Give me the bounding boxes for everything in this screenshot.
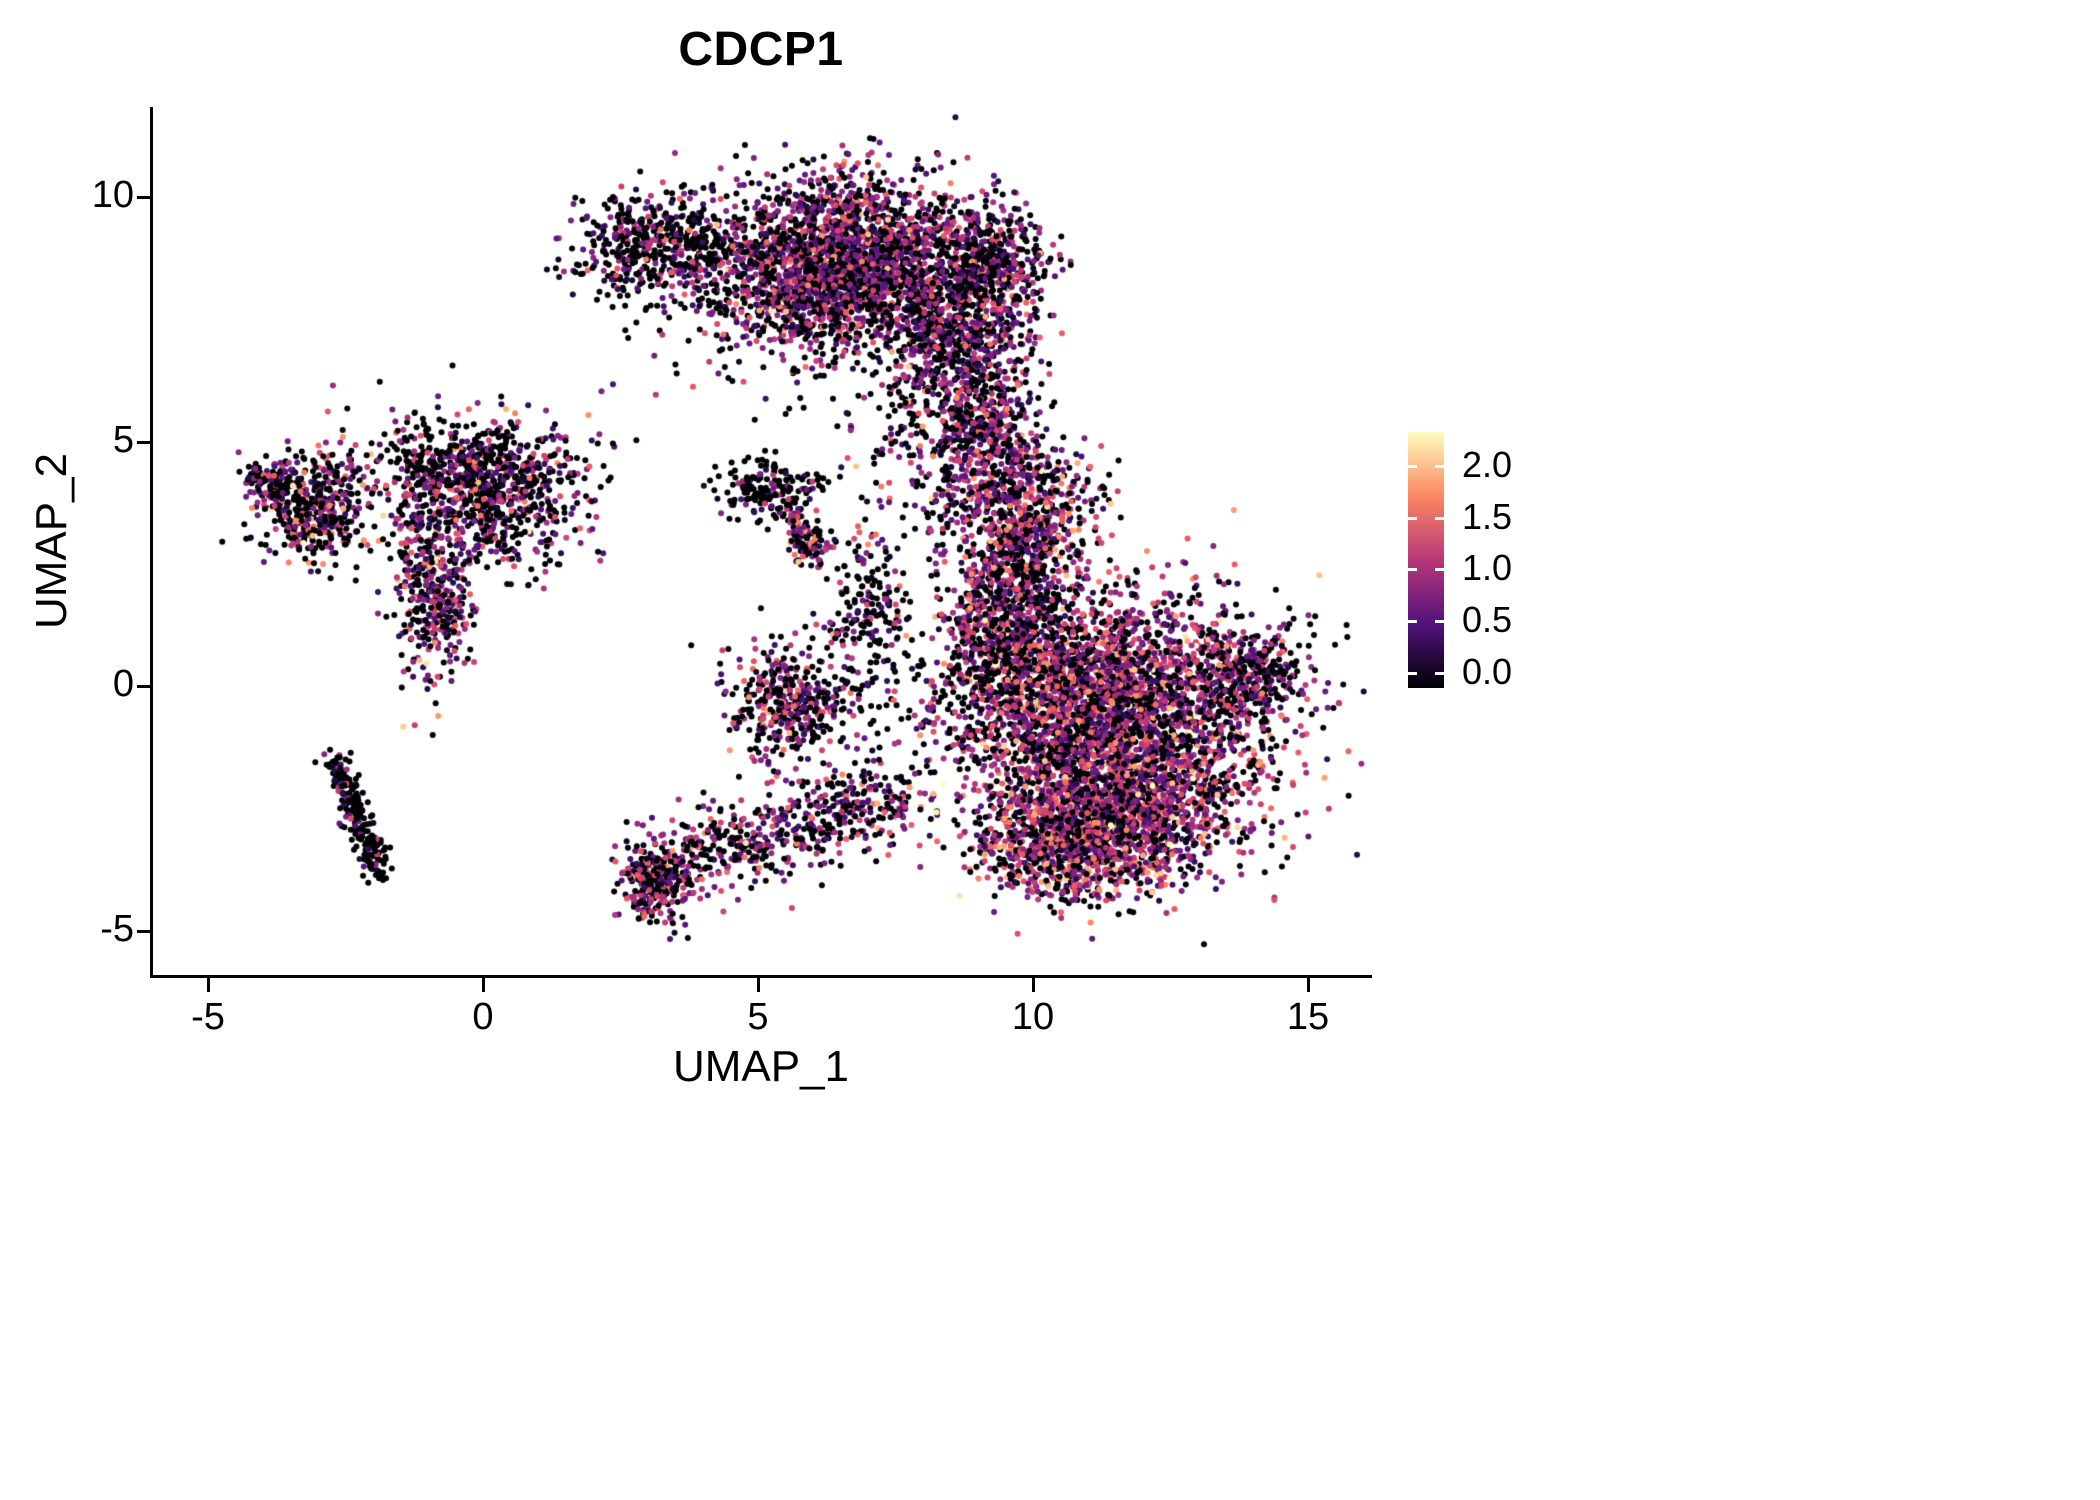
colorbar-tick-mark [1435,465,1444,469]
colorbar-tick-mark [1408,671,1417,675]
y-tick-mark [137,929,151,933]
scatter-canvas [154,100,1368,973]
colorbar-tick-mark [1435,619,1444,623]
x-tick-mark [1307,978,1310,992]
colorbar-tick-label: 1.0 [1462,547,1513,589]
colorbar-tick-label: 1.5 [1462,495,1513,537]
y-tick-label: 10 [91,174,134,216]
x-axis-line [150,975,1372,978]
y-axis-line [150,107,153,978]
y-tick-label: -5 [100,907,134,950]
x-tick-label: 10 [1011,996,1055,1038]
colorbar-tick-label: 0.5 [1462,598,1513,640]
x-tick-label: 5 [747,996,769,1038]
plot-title: CDCP1 [678,23,844,76]
y-axis-label: UMAP_2 [27,452,76,630]
colorbar-tick-mark [1408,568,1417,572]
x-tick-label: 0 [472,996,494,1038]
colorbar-gradient [1408,432,1444,688]
colorbar-tick-mark [1435,671,1444,675]
y-tick-label: 0 [112,663,134,705]
colorbar-tick-mark [1408,619,1417,623]
x-axis-label: UMAP_1 [672,1042,850,1091]
colorbar-tick-mark [1408,465,1417,469]
colorbar-tick-label: 0.0 [1462,650,1513,692]
colorbar-tick-mark [1408,516,1417,520]
x-tick-mark [207,978,210,992]
colorbar-tick-label: 2.0 [1462,444,1513,486]
x-tick-mark [757,978,760,992]
y-tick-mark [137,685,151,688]
colorbar-tick-mark [1435,516,1444,520]
colorbar-tick-mark [1435,568,1444,572]
x-tick-mark [1032,978,1035,992]
y-tick-mark [137,196,151,199]
y-tick-label: 5 [112,418,134,461]
x-tick-label: -5 [191,996,225,1038]
colorbar [1408,432,1444,688]
y-tick-mark [137,440,151,444]
x-tick-label: 15 [1286,996,1330,1038]
x-tick-mark [482,978,485,992]
